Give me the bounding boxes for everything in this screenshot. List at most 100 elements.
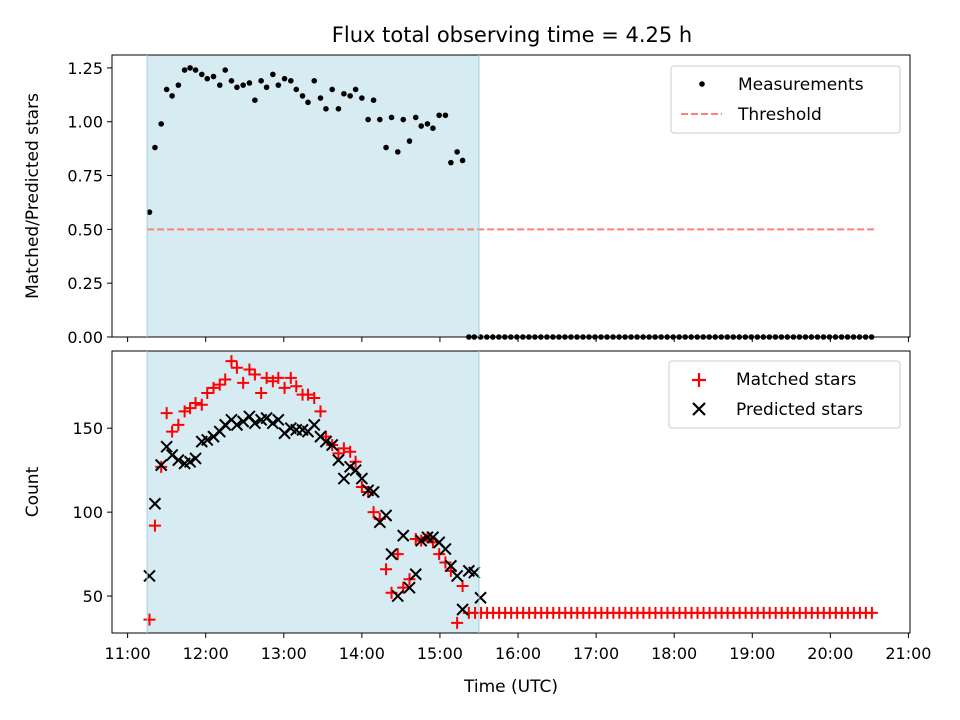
- predicted-star-point: [456, 603, 469, 616]
- top-y-axis-label: Matched/Predicted stars: [23, 93, 43, 299]
- matched-star-point: [380, 563, 393, 576]
- matched-star-point: [456, 580, 469, 592]
- matched-star-point: [143, 613, 156, 626]
- predicted-star-point: [409, 568, 422, 581]
- top-y-axis: 0.00 0.25 0.50 0.75 1.00 1.25: [67, 59, 112, 347]
- x-tick-label: 15:00: [417, 644, 463, 663]
- measurement-point: [175, 82, 182, 88]
- measurement-point: [347, 93, 353, 99]
- measurement-point: [299, 93, 306, 99]
- matched-star-point: [260, 371, 273, 384]
- matched-star-point: [332, 447, 345, 460]
- measurement-point: [335, 106, 342, 112]
- matched-star-point: [255, 386, 268, 399]
- predicted-star-point: [319, 435, 333, 448]
- predicted-star-point: [421, 531, 434, 544]
- bottom-plot-frame: [111, 350, 911, 634]
- predicted-star-point: [148, 497, 162, 510]
- top-panel: 0.00 0.25 0.50 0.75 1.00 1.25 Matched/Predict…: [23, 54, 911, 347]
- predicted-star-point: [332, 453, 345, 467]
- bottom-panel-marks: [143, 355, 878, 629]
- measurement-point: [442, 112, 449, 119]
- y-tick-label: 0.00: [67, 328, 103, 347]
- bottom-x-axis: 11:00 12:00 13:00 14:00 15:00 16:00 17:00 18:00…: [105, 633, 931, 663]
- matched-star-point: [314, 405, 327, 418]
- measurement-point: [234, 84, 240, 91]
- predicted-star-point: [349, 463, 362, 477]
- measurement-point: [158, 121, 164, 127]
- top-legend-frame: [670, 65, 901, 134]
- measurement-point: [383, 144, 389, 151]
- measurement-point: [352, 86, 359, 93]
- predicted-star-point: [272, 413, 285, 427]
- measurement-point: [370, 97, 377, 104]
- measurement-point: [204, 75, 211, 82]
- top-x-axis: [127, 337, 909, 342]
- y-tick-label: 1.00: [67, 113, 103, 132]
- predicted-star-point: [201, 433, 214, 447]
- predicted-star-point: [444, 559, 458, 573]
- matched-star-point: [184, 402, 197, 415]
- legend-threshold-label: Threshold: [737, 105, 822, 125]
- matched-star-point: [403, 573, 416, 586]
- y-tick-label: 50: [83, 587, 103, 606]
- measurement-point: [430, 125, 436, 131]
- predicted-star-point: [325, 438, 339, 452]
- top-shaded-region: [147, 55, 479, 337]
- measurement-point: [163, 86, 170, 93]
- measurement-point: [448, 159, 454, 166]
- legend-predicted-marker: [692, 402, 706, 416]
- measurement-point: [210, 73, 217, 80]
- predicted-star-point: [403, 581, 416, 594]
- predicted-star-point: [183, 455, 197, 468]
- matched-star-point: [278, 381, 291, 394]
- x-tick-label: 21:00: [885, 644, 931, 663]
- bottom-y-axis: 50 100 150: [72, 419, 112, 606]
- measurement-point: [418, 123, 425, 129]
- predicted-star-point: [337, 472, 351, 485]
- x-tick-label: 18:00: [651, 644, 697, 663]
- top-plot-frame: [111, 54, 911, 338]
- matched-star-point: [391, 548, 404, 561]
- predicted-star-point: [230, 418, 244, 432]
- matched-star-point: [451, 616, 464, 629]
- measurement-point: [246, 80, 253, 86]
- y-tick-label: 0.25: [67, 274, 103, 293]
- x-tick-label: 11:00: [105, 644, 151, 663]
- predicted-star-point: [343, 460, 357, 474]
- measurement-point: [198, 71, 205, 78]
- measurement-point: [388, 114, 395, 121]
- measurement-point: [341, 90, 347, 97]
- measurement-point: [240, 82, 246, 88]
- measurement-point: [222, 67, 229, 73]
- matched-star-point: [225, 355, 238, 368]
- measurement-point: [146, 209, 153, 215]
- predicted-star-point: [154, 458, 168, 472]
- x-tick-label: 19:00: [729, 644, 775, 663]
- measurement-point: [317, 95, 324, 101]
- matched-star-point: [213, 378, 226, 391]
- predicted-star-point: [266, 416, 280, 430]
- x-tick-label: 13:00: [261, 644, 307, 663]
- matched-star-point: [189, 397, 202, 410]
- measurement-point: [263, 84, 270, 91]
- matched-star-point: [284, 371, 297, 384]
- chart-title: Flux total observing time = 4.25 h: [332, 23, 692, 47]
- matched-star-point: [160, 407, 173, 420]
- matched-star-point: [195, 398, 208, 411]
- predicted-star-point: [450, 569, 464, 583]
- measurement-point: [394, 149, 401, 155]
- x-tick-label: 20:00: [807, 644, 853, 663]
- measurement-point: [275, 82, 282, 88]
- bottom-shaded-region: [147, 351, 479, 633]
- measurement-point: [329, 86, 335, 93]
- measurement-point: [228, 78, 235, 84]
- measurement-point: [424, 121, 431, 127]
- bottom-legend: Matched stars Predicted stars: [668, 360, 901, 429]
- matched-star-point: [344, 445, 357, 458]
- legend-matched-label: Matched stars: [736, 370, 856, 390]
- measurement-point: [288, 78, 294, 84]
- y-tick-label: 0.75: [67, 167, 103, 186]
- y-tick-label: 150: [72, 419, 103, 438]
